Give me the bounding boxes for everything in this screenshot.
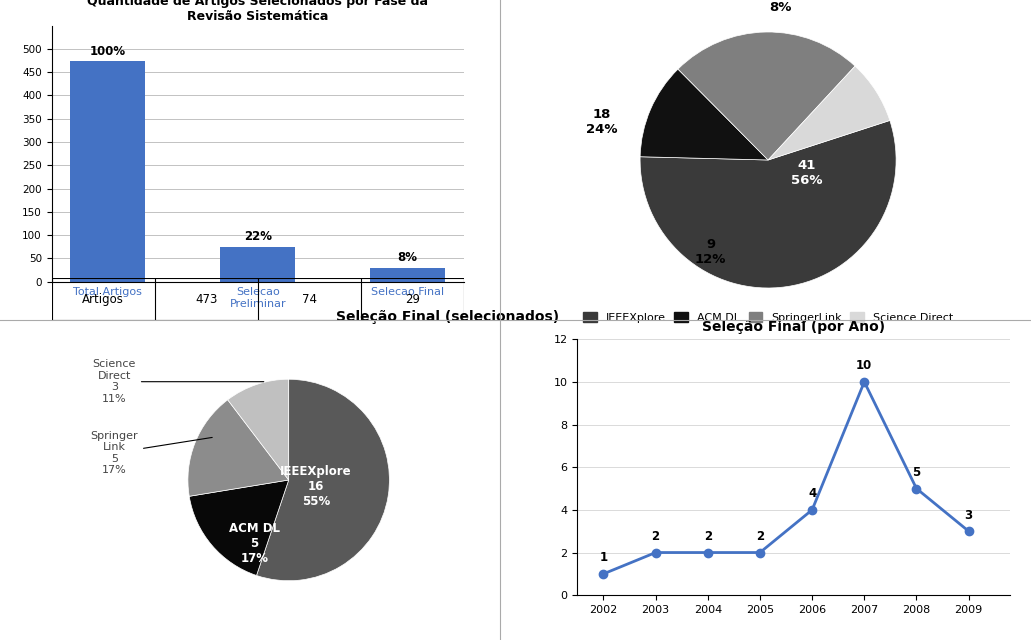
Bar bbox=[370, 268, 445, 282]
Text: 4: 4 bbox=[808, 487, 817, 500]
Text: 473: 473 bbox=[195, 292, 218, 306]
Wedge shape bbox=[257, 380, 390, 580]
Text: 5: 5 bbox=[912, 466, 921, 479]
Legend: IEEEXplore, ACM DL, SpringerLink, Science Direct: IEEEXplore, ACM DL, SpringerLink, Scienc… bbox=[579, 308, 957, 327]
Bar bbox=[70, 61, 145, 282]
Wedge shape bbox=[190, 480, 289, 575]
Wedge shape bbox=[768, 66, 890, 160]
Text: 22%: 22% bbox=[243, 230, 272, 243]
Wedge shape bbox=[228, 380, 289, 480]
Text: Science
Direct
3
11%: Science Direct 3 11% bbox=[93, 359, 264, 404]
Text: 1: 1 bbox=[599, 551, 607, 564]
Text: 8%: 8% bbox=[398, 252, 418, 264]
Wedge shape bbox=[678, 32, 855, 160]
Bar bbox=[221, 247, 295, 282]
Text: IEEEXplore
16
55%: IEEEXplore 16 55% bbox=[279, 465, 352, 508]
Text: 3: 3 bbox=[965, 509, 972, 522]
Text: Seleção Final (selecionados): Seleção Final (selecionados) bbox=[336, 310, 559, 324]
Text: ACM DL
5
17%: ACM DL 5 17% bbox=[229, 522, 279, 565]
Text: 2: 2 bbox=[756, 530, 764, 543]
Text: 41
56%: 41 56% bbox=[791, 159, 823, 187]
Wedge shape bbox=[188, 400, 289, 496]
Title: Quantidade de Artigos Selecionados por Fase da
Revisão Sistemática: Quantidade de Artigos Selecionados por F… bbox=[88, 0, 428, 23]
Text: 10: 10 bbox=[856, 359, 872, 372]
Title: Seleção Final (por Ano): Seleção Final (por Ano) bbox=[702, 320, 886, 334]
Text: 29: 29 bbox=[405, 292, 420, 306]
Text: 18
24%: 18 24% bbox=[586, 108, 618, 136]
Text: 6
8%: 6 8% bbox=[770, 0, 792, 14]
Text: 2: 2 bbox=[704, 530, 711, 543]
Text: 9
12%: 9 12% bbox=[695, 238, 726, 266]
Text: 2: 2 bbox=[652, 530, 660, 543]
Text: Springer
Link
5
17%: Springer Link 5 17% bbox=[91, 431, 212, 476]
Text: 100%: 100% bbox=[90, 45, 126, 58]
Wedge shape bbox=[640, 120, 896, 288]
Wedge shape bbox=[640, 69, 768, 160]
Text: 74: 74 bbox=[302, 292, 317, 306]
Text: Artigos: Artigos bbox=[82, 292, 124, 306]
